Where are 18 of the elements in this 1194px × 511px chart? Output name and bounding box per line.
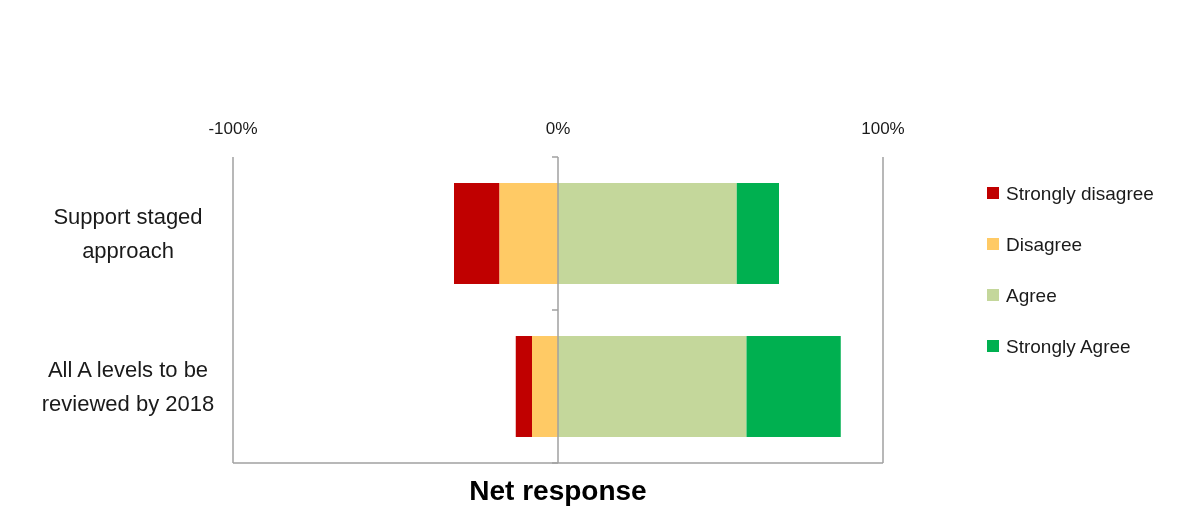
legend-label: Agree xyxy=(1006,284,1057,306)
bar xyxy=(499,183,558,284)
y-tick-label: Support staged approach xyxy=(53,204,203,264)
bar xyxy=(746,336,841,437)
bar xyxy=(558,183,737,284)
bar xyxy=(454,183,500,284)
x-tick-label: 0% xyxy=(545,119,571,138)
x-tick-label: 100% xyxy=(861,119,905,138)
legend-label: Strongly disagree xyxy=(1006,182,1154,204)
bar xyxy=(736,183,779,284)
bar xyxy=(532,336,558,437)
legend-label: Strongly Agree xyxy=(1006,335,1131,357)
y-tick-label: All A levels to be reviewed by 2018 xyxy=(41,357,215,417)
bar xyxy=(515,336,532,437)
bar xyxy=(558,336,747,437)
x-axis-title: Net response xyxy=(469,475,647,506)
legend-label: Disagree xyxy=(1006,233,1083,255)
x-tick-label: -100% xyxy=(208,119,258,138)
